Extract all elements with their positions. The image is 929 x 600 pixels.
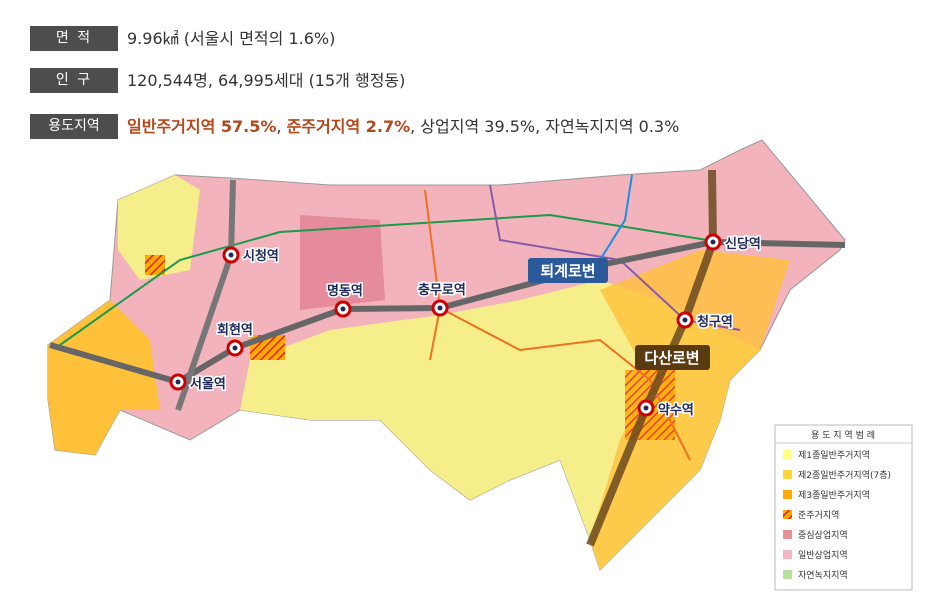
semi-residential [145,255,165,275]
info-value: 120,544명, 64,995세대 (15개 행정동) [127,71,406,90]
legend-label: 제1종일반주거지역 [798,450,870,461]
subway-line [59,213,721,346]
residential-area [118,175,200,280]
residential-area [48,300,160,455]
info-label: 면 적 [30,26,118,51]
legend-swatch [783,530,792,539]
road-label: 퇴계로변 [540,262,595,280]
road-label-box [528,258,608,283]
info-label: 인 구 [30,68,118,93]
station-dot [228,252,234,258]
road-label-box [635,345,710,370]
zoning-text: , 상업지역 39.5%, 자연녹지지역 0.3% [410,117,680,136]
station-dot [710,239,716,245]
station-dot [232,345,238,351]
legend-label: 자연녹지지역 [798,570,848,581]
legend-label: 준주거지역 [798,510,839,521]
legend-label: 일반상업지역 [798,550,848,561]
legend-swatch [783,570,792,579]
station-label: 신당역 [725,236,761,252]
legend-label: 제3종일반주거지역 [798,490,870,501]
station-label: 회현역 [217,322,253,338]
commercial-core [300,215,385,310]
info-value: 9.96㎢ (서울시 면적의 1.6%) [127,29,336,48]
station-label: 서울역 [190,376,226,392]
subway-line [439,307,691,461]
station-dot [682,317,688,323]
zoning-text: 준주거지역 2.7% [286,117,411,136]
legend-label: 제2종일반주거지역(7층) [798,470,891,481]
zoning-text: , [276,117,287,136]
station-label: 명동역 [327,283,363,299]
station-label: 약수역 [658,402,694,418]
station-label: 충무로역 [418,282,466,298]
road-label: 다산로변 [644,349,699,367]
legend-swatch [783,450,792,459]
station-label: 시청역 [243,248,279,264]
station-dot [437,305,443,311]
legend-swatch [783,550,792,559]
legend-swatch [783,510,792,519]
station-dot [643,405,649,411]
legend-box [774,424,913,591]
legend-label: 중심상업지역 [798,530,848,541]
subway-line [599,174,633,261]
legend-title: 용 도 지 역 범 례 [811,430,875,441]
station-dot [340,306,346,312]
legend-swatch [783,470,792,479]
info-value: 일반주거지역 57.5%, 준주거지역 2.7%, 상업지역 39.5%, 자연… [127,114,679,139]
zoning-text: 일반주거지역 57.5% [127,117,277,136]
legend-swatch [783,490,792,499]
info-label: 용도지역 [30,114,118,139]
station-label: 청구역 [697,314,733,330]
station-dot [175,379,181,385]
